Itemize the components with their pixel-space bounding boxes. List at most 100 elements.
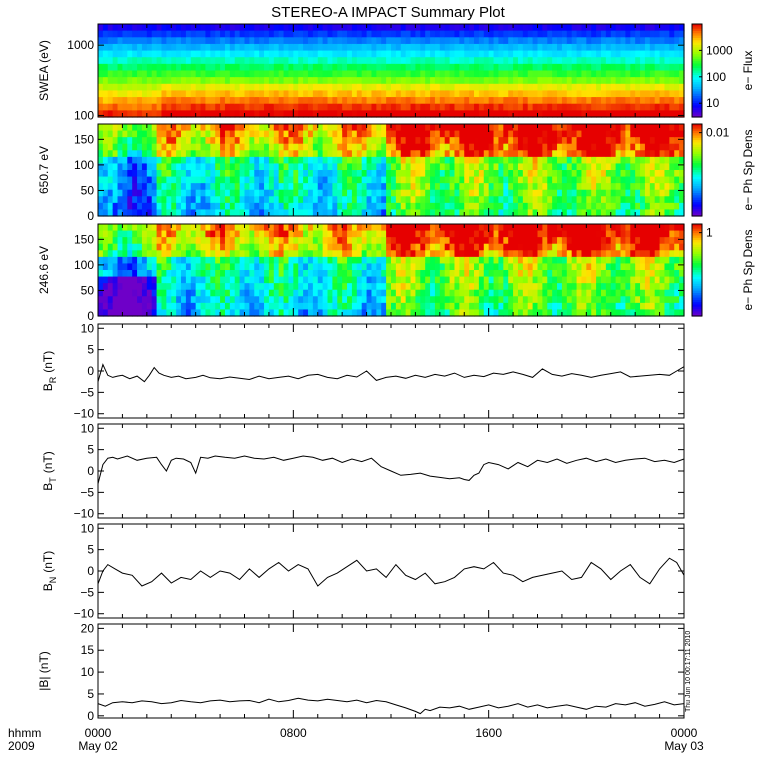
heatmap-cell — [493, 250, 500, 258]
heatmap-cell — [649, 37, 656, 45]
heatmap-cell — [630, 170, 636, 178]
heatmap-cell — [293, 57, 299, 65]
heatmap-cell — [98, 170, 104, 178]
heatmap-cell — [566, 243, 573, 251]
heatmap-cell — [669, 170, 675, 178]
heatmap-cell — [630, 70, 636, 78]
heatmap-cell — [537, 202, 543, 211]
heatmap-cell — [215, 296, 221, 304]
heatmap-cell — [298, 83, 304, 92]
heatmap-cell — [552, 176, 558, 184]
heatmap-cell — [434, 209, 441, 217]
heatmap-cell — [205, 63, 211, 72]
colorbar-swatch — [692, 179, 702, 183]
heatmap-cell — [278, 270, 285, 278]
heatmap-cell — [98, 37, 104, 45]
heatmap-cell — [615, 156, 622, 165]
heatmap-cell — [137, 37, 143, 45]
heatmap-cell — [327, 243, 333, 251]
heatmap-cell — [400, 130, 407, 138]
heatmap-cell — [332, 24, 338, 32]
heatmap-cell — [98, 124, 104, 132]
heatmap-cell — [478, 176, 485, 184]
heatmap-cell — [459, 289, 465, 297]
heatmap-cell — [190, 24, 197, 32]
heatmap-cell — [161, 176, 167, 184]
heatmap-cell — [317, 110, 324, 118]
heatmap-cell — [454, 143, 460, 151]
heatmap-cell — [181, 243, 187, 251]
heatmap-cell — [649, 24, 656, 32]
heatmap-cell — [239, 83, 246, 92]
heatmap-cell — [640, 57, 646, 65]
heatmap-cell — [454, 103, 460, 111]
heatmap-cell — [298, 276, 304, 284]
heatmap-cell — [513, 196, 519, 204]
heatmap-cell — [635, 43, 641, 52]
heatmap-cell — [327, 250, 333, 258]
heatmap-cell — [434, 170, 441, 178]
heatmap-cell — [498, 309, 504, 317]
heatmap-cell — [220, 263, 226, 271]
heatmap-cell — [410, 63, 417, 72]
heatmap-cell — [542, 43, 548, 52]
heatmap-cell — [322, 276, 329, 284]
heatmap-cell — [249, 143, 255, 151]
heatmap-cell — [268, 230, 275, 238]
heatmap-cell — [102, 270, 109, 278]
heatmap-cell — [298, 143, 304, 151]
heatmap-cell — [454, 256, 460, 265]
heatmap-cell — [605, 30, 612, 38]
heatmap-cell — [517, 230, 524, 238]
heatmap-cell — [600, 90, 607, 98]
heatmap-cell — [185, 243, 192, 251]
heatmap-pad650 — [98, 124, 685, 217]
heatmap-cell — [254, 256, 260, 265]
heatmap-cell — [454, 97, 460, 105]
heatmap-cell — [307, 137, 314, 145]
heatmap-cell — [430, 243, 436, 251]
heatmap-cell — [517, 43, 524, 52]
heatmap-cell — [117, 296, 124, 304]
heatmap-cell — [185, 70, 192, 78]
heatmap-cell — [581, 283, 587, 291]
heatmap-cell — [161, 163, 167, 171]
heatmap-cell — [527, 103, 534, 111]
heatmap-cell — [640, 37, 646, 45]
heatmap-cell — [391, 250, 397, 258]
heatmap-cell — [386, 163, 392, 171]
heatmap-cell — [107, 57, 114, 65]
heatmap-cell — [517, 77, 524, 85]
heatmap-cell — [434, 97, 441, 105]
heatmap-cell — [347, 202, 353, 211]
heatmap-cell — [351, 163, 358, 171]
heatmap-cell — [557, 90, 563, 98]
heatmap-cell — [366, 130, 373, 138]
heatmap-cell — [469, 156, 475, 165]
heatmap-cell — [561, 110, 568, 118]
heatmap-cell — [449, 283, 456, 291]
heatmap-cell — [522, 302, 529, 311]
heatmap-cell — [361, 202, 368, 211]
heatmap-cell — [542, 30, 548, 38]
heatmap-cell — [312, 289, 319, 297]
heatmap-cell — [303, 256, 309, 265]
heatmap-cell — [571, 156, 578, 165]
heatmap-cell — [420, 110, 426, 118]
heatmap-cell — [561, 309, 568, 317]
heatmap-cell — [371, 77, 377, 85]
heatmap-cell — [381, 230, 387, 238]
heatmap-cell — [620, 57, 626, 65]
heatmap-cell — [420, 170, 426, 178]
heatmap-cell — [127, 196, 133, 204]
heatmap-cell — [312, 296, 319, 304]
heatmap-cell — [571, 143, 578, 151]
heatmap-cell — [102, 209, 109, 217]
heatmap-cell — [679, 163, 685, 171]
heatmap-cell — [176, 124, 182, 132]
heatmap-cell — [469, 202, 475, 211]
heatmap-cell — [576, 163, 583, 171]
heatmap-cell — [283, 176, 290, 184]
heatmap-cell — [464, 97, 470, 105]
heatmap-cell — [659, 103, 666, 111]
